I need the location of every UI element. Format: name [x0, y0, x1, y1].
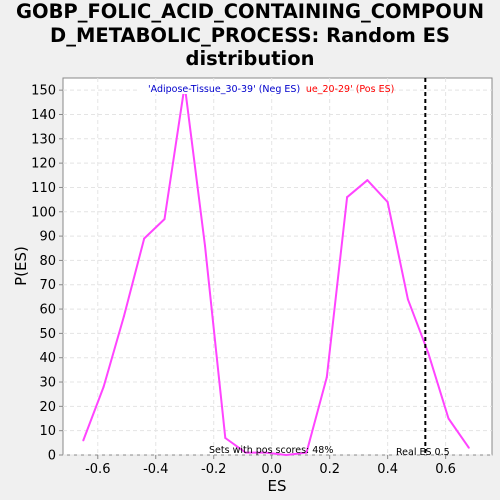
- x-tick-label: -0.6: [85, 462, 110, 477]
- y-tick-label: 90: [39, 230, 56, 245]
- data-point: [406, 298, 409, 301]
- x-axis-label: ES: [268, 477, 287, 495]
- legend: 'Adipose-Tissue_20-29' (Pos ES) 'Adipose…: [140, 81, 394, 95]
- chart-title-line-3: distribution: [185, 47, 315, 70]
- x-tick-label: -0.2: [201, 462, 226, 477]
- real-es-annotation: Real ES 0.5: [396, 447, 450, 458]
- data-point: [447, 417, 450, 420]
- y-axis-label: P(ES): [12, 246, 30, 286]
- data-point: [325, 376, 328, 379]
- legend-neg-bg: [140, 81, 306, 94]
- data-point: [163, 218, 166, 221]
- data-point: [386, 201, 389, 204]
- x-axis-ticks: -0.6 -0.4 -0.2 0.0 0.2 0.4 0.6: [85, 455, 456, 477]
- chart-title-line-2: D_METABOLIC_PROCESS: Random ES: [50, 23, 450, 47]
- y-tick-label: 10: [39, 424, 56, 439]
- x-tick-label: 0.4: [377, 462, 398, 477]
- y-tick-label: 130: [31, 132, 56, 147]
- data-point: [143, 237, 146, 240]
- series-layer: [82, 84, 470, 456]
- data-point: [427, 351, 430, 354]
- data-point: [346, 196, 349, 199]
- y-tick-label: 120: [31, 157, 56, 172]
- x-tick-label: -0.4: [143, 462, 168, 477]
- series-line: [82, 84, 470, 456]
- data-point: [224, 436, 227, 439]
- data-point: [82, 439, 85, 442]
- y-tick-label: 150: [31, 84, 56, 99]
- x-tick-label: 0.0: [261, 462, 282, 477]
- y-tick-label: 60: [39, 303, 56, 318]
- chart-title: GOBP_FOLIC_ACID_CONTAINING_COMPOUN D_MET…: [0, 0, 500, 71]
- y-tick-label: 20: [39, 400, 56, 415]
- y-axis-ticks: 0 10 20 30 40 50 60 70 80 90 100 110 120 130 140 150: [31, 84, 63, 464]
- legend-neg-label: 'Adipose-Tissue_30-39' (Neg ES): [148, 84, 300, 95]
- y-tick-label: 70: [39, 278, 56, 293]
- grid: [63, 78, 492, 456]
- x-tick-label: 0.6: [435, 462, 456, 477]
- pos-scores-annotation: Sets with pos scores: 48%: [209, 445, 333, 456]
- y-tick-label: 80: [39, 254, 56, 269]
- data-point: [122, 315, 125, 318]
- y-tick-label: 40: [39, 351, 56, 366]
- data-point: [366, 179, 369, 182]
- data-point: [244, 451, 247, 454]
- x-tick-label: 0.2: [319, 462, 340, 477]
- plot-area: [62, 77, 493, 456]
- data-point: [305, 451, 308, 454]
- y-tick-label: 0: [48, 449, 56, 464]
- data-point: [102, 385, 105, 388]
- y-tick-label: 110: [31, 181, 56, 196]
- y-tick-label: 30: [39, 376, 56, 391]
- data-point: [264, 451, 267, 454]
- y-tick-label: 50: [39, 327, 56, 342]
- y-tick-label: 140: [31, 108, 56, 123]
- data-point: [467, 446, 470, 449]
- data-point: [204, 244, 207, 247]
- y-tick-label: 100: [31, 205, 56, 220]
- data-point: [285, 454, 288, 456]
- legend-pos-label: 'Adipose-Tissue_20-29' (Pos ES): [245, 84, 394, 95]
- chart-title-line-1: GOBP_FOLIC_ACID_CONTAINING_COMPOUN: [15, 0, 485, 23]
